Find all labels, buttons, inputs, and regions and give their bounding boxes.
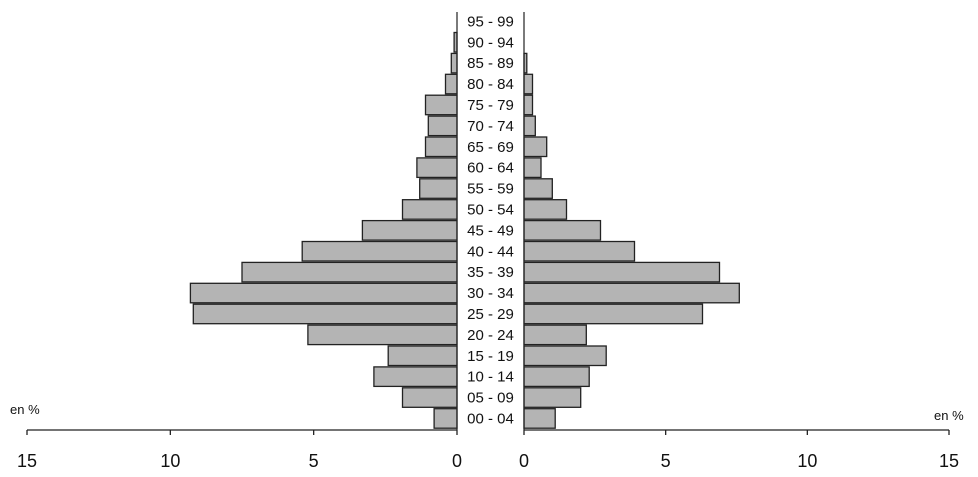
- right-bars: [523, 52, 740, 429]
- right-tick-label-0: 0: [519, 451, 529, 471]
- left-tick-label-0: 0: [452, 451, 462, 471]
- right-tick-label-15: 15: [939, 451, 959, 471]
- bar-right-25-29: [523, 303, 704, 325]
- bar-left-05-09: [401, 387, 458, 408]
- bar-right-15-19: [523, 345, 607, 367]
- bar-right-55-59: [523, 178, 553, 199]
- left-unit-label: en %: [10, 402, 40, 417]
- bar-right-65-69: [523, 136, 548, 158]
- age-label-45-49: 45 - 49: [467, 222, 514, 239]
- left-tick-label-5: 5: [309, 451, 319, 471]
- bar-left-60-64: [416, 157, 458, 179]
- age-label-60-64: 60 - 64: [467, 160, 514, 177]
- age-label-40-44: 40 - 44: [467, 243, 514, 260]
- bar-left-35-39: [241, 261, 458, 283]
- age-label-50-54: 50 - 54: [467, 201, 514, 218]
- bar-left-65-69: [424, 136, 458, 158]
- age-labels: 00 - 04 05 - 09 10 - 14 15 - 19 20 - 24 25 - …: [467, 13, 514, 427]
- bar-left-80-84: [444, 73, 458, 95]
- age-label-35-39: 35 - 39: [467, 264, 514, 281]
- bar-left-50-54: [401, 199, 458, 220]
- age-label-65-69: 65 - 69: [467, 139, 514, 156]
- bar-left-00-04: [433, 408, 458, 429]
- bar-left-75-79: [424, 94, 458, 116]
- bar-right-50-54: [523, 199, 568, 220]
- bar-right-20-24: [523, 324, 587, 346]
- right-tick-label-10: 10: [797, 451, 817, 471]
- age-label-05-09: 05 - 09: [467, 390, 514, 407]
- bar-right-10-14: [523, 366, 590, 388]
- age-label-20-24: 20 - 24: [467, 327, 514, 344]
- age-label-00-04: 00 - 04: [467, 410, 514, 427]
- bar-right-45-49: [523, 219, 602, 241]
- age-label-30-34: 30 - 34: [467, 285, 514, 302]
- age-label-75-79: 75 - 79: [467, 97, 514, 114]
- left-tick-label-10: 10: [160, 451, 180, 471]
- bar-left-85-89: [450, 52, 458, 74]
- age-label-95-99: 95 - 99: [467, 13, 514, 30]
- bar-right-00-04: [523, 408, 556, 429]
- age-label-55-59: 55 - 59: [467, 181, 514, 198]
- bar-left-70-74: [427, 115, 458, 137]
- bar-left-10-14: [373, 366, 458, 388]
- bar-right-40-44: [523, 240, 636, 262]
- bar-right-05-09: [523, 387, 582, 408]
- age-label-70-74: 70 - 74: [467, 118, 514, 135]
- bar-left-55-59: [419, 178, 458, 199]
- bar-right-30-34: [523, 282, 740, 304]
- bar-left-45-49: [361, 219, 458, 241]
- bar-right-70-74: [523, 115, 536, 137]
- bar-left-15-19: [387, 345, 458, 367]
- age-label-10-14: 10 - 14: [467, 369, 514, 386]
- bar-right-35-39: [523, 261, 721, 283]
- axes: 0 0 5 5 10 10 15 15: [17, 429, 959, 471]
- bar-left-20-24: [307, 324, 458, 346]
- left-bars: [189, 31, 458, 429]
- age-label-85-89: 85 - 89: [467, 55, 514, 72]
- bar-left-30-34: [189, 282, 458, 304]
- bar-left-40-44: [301, 240, 458, 262]
- age-label-25-29: 25 - 29: [467, 306, 514, 323]
- right-unit-label: en %: [934, 408, 964, 423]
- bar-right-75-79: [523, 94, 534, 116]
- bar-right-80-84: [523, 73, 534, 95]
- age-label-15-19: 15 - 19: [467, 348, 514, 365]
- right-tick-label-5: 5: [661, 451, 671, 471]
- bar-right-60-64: [523, 157, 542, 179]
- bar-left-25-29: [192, 303, 458, 325]
- left-tick-label-15: 15: [17, 451, 37, 471]
- age-label-90-94: 90 - 94: [467, 34, 514, 51]
- age-label-80-84: 80 - 84: [467, 76, 514, 93]
